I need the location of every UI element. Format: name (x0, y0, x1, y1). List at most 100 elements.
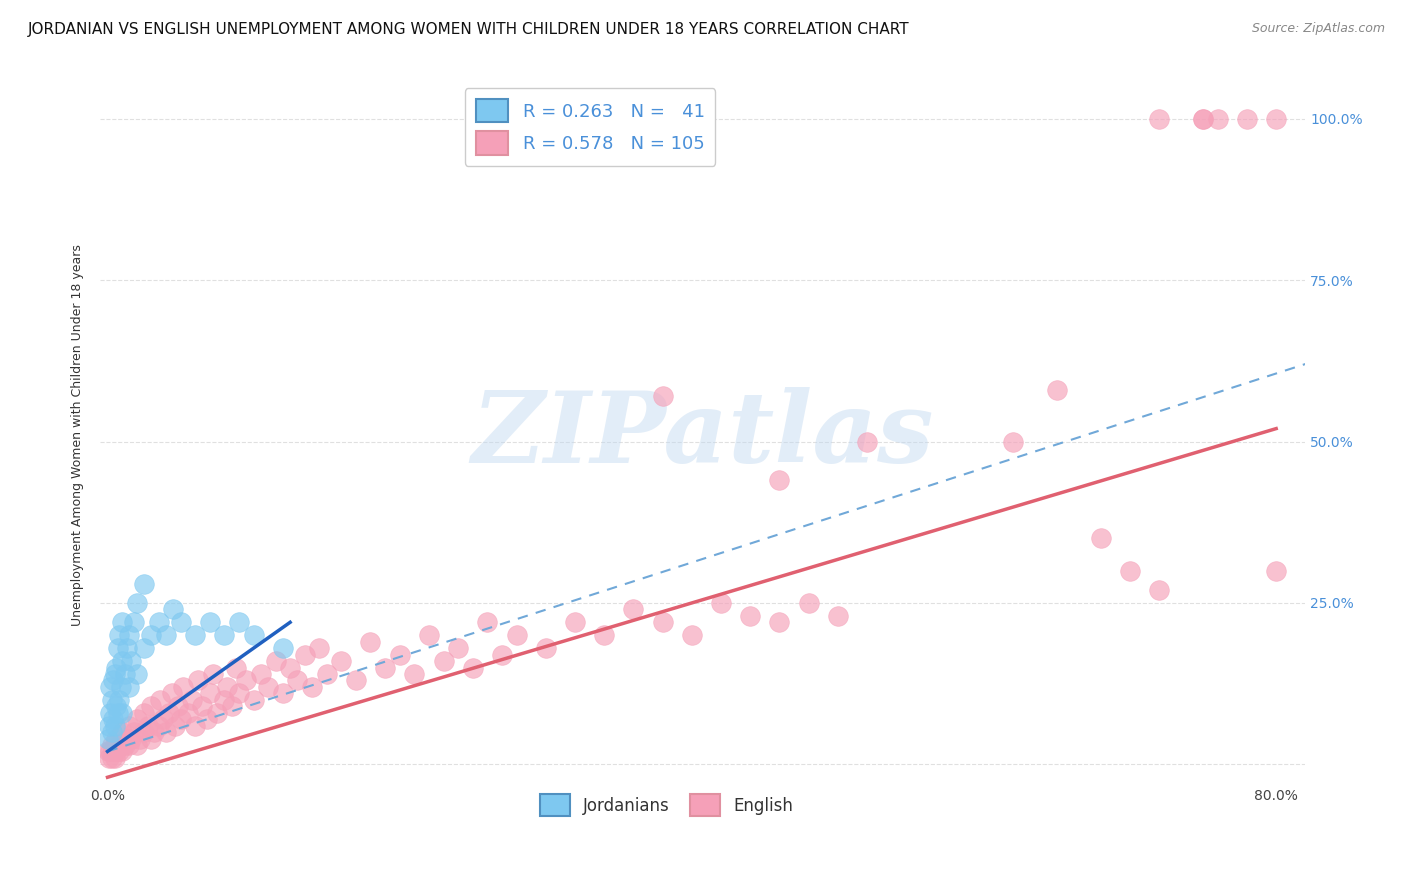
Point (104, 667, 127, 681)
Point (257, 680, 280, 694)
Point (221, 699, 243, 714)
Point (108, 744, 131, 758)
Point (125, 667, 148, 681)
Point (107, 641, 129, 656)
Point (214, 693, 236, 707)
Point (740, 608, 762, 623)
Point (125, 712, 148, 726)
Point (111, 706, 134, 720)
Point (107, 706, 129, 720)
Point (1265, 112, 1288, 126)
Legend: Jordanians, English: Jordanians, English (531, 786, 801, 824)
Point (122, 615, 145, 630)
Point (198, 615, 221, 630)
Point (344, 673, 367, 688)
Point (148, 615, 170, 630)
Point (141, 699, 163, 714)
Point (1002, 434, 1025, 449)
Point (101, 738, 124, 752)
Point (162, 602, 184, 616)
Point (198, 686, 221, 700)
Point (107, 738, 129, 752)
Point (132, 641, 155, 656)
Point (505, 628, 527, 642)
Point (115, 731, 138, 746)
Point (96, 731, 118, 746)
Point (128, 731, 150, 746)
Point (96, 744, 118, 758)
Point (681, 628, 703, 642)
Point (101, 751, 124, 765)
Point (118, 628, 141, 642)
Point (111, 654, 134, 668)
Point (101, 725, 124, 739)
Point (169, 712, 191, 726)
Point (477, 615, 499, 630)
Point (242, 693, 264, 707)
Point (181, 693, 204, 707)
Point (797, 596, 820, 610)
Point (359, 634, 381, 648)
Point (141, 628, 163, 642)
Point (651, 615, 673, 630)
Point (118, 738, 141, 752)
Point (447, 641, 470, 656)
Point (100, 680, 122, 694)
Text: ZIPatlas: ZIPatlas (471, 387, 934, 483)
Point (651, 389, 673, 403)
Point (98, 751, 121, 765)
Point (155, 628, 177, 642)
Point (856, 434, 879, 449)
Point (111, 615, 134, 630)
Point (491, 648, 513, 662)
Point (768, 473, 790, 487)
Point (163, 718, 186, 732)
Point (534, 641, 557, 656)
Point (105, 699, 128, 714)
Point (166, 699, 188, 714)
Point (374, 660, 396, 674)
Point (214, 628, 236, 642)
Point (115, 641, 138, 656)
Point (148, 718, 170, 732)
Point (152, 712, 174, 726)
Point (205, 706, 228, 720)
Point (461, 660, 484, 674)
Point (114, 667, 136, 681)
Point (103, 744, 125, 758)
Point (103, 673, 125, 688)
Point (1119, 564, 1142, 578)
Point (138, 718, 160, 732)
Point (118, 718, 141, 732)
Point (100, 744, 122, 758)
Point (271, 686, 294, 700)
Point (1149, 582, 1171, 597)
Point (1046, 383, 1069, 397)
Point (228, 686, 250, 700)
Point (120, 654, 142, 668)
Point (271, 641, 294, 656)
Point (125, 596, 148, 610)
Point (1192, 112, 1215, 126)
Point (191, 699, 214, 714)
Point (187, 673, 209, 688)
Point (155, 725, 177, 739)
Point (404, 667, 426, 681)
Point (225, 660, 247, 674)
Point (104, 751, 127, 765)
Point (110, 738, 132, 752)
Point (195, 712, 218, 726)
Point (184, 718, 207, 732)
Point (169, 615, 191, 630)
Point (125, 738, 148, 752)
Point (228, 615, 250, 630)
Point (432, 654, 454, 668)
Point (177, 706, 200, 720)
Point (160, 686, 183, 700)
Point (172, 680, 194, 694)
Point (104, 738, 127, 752)
Point (141, 731, 163, 746)
Point (1236, 112, 1258, 126)
Point (157, 706, 180, 720)
Point (184, 628, 207, 642)
